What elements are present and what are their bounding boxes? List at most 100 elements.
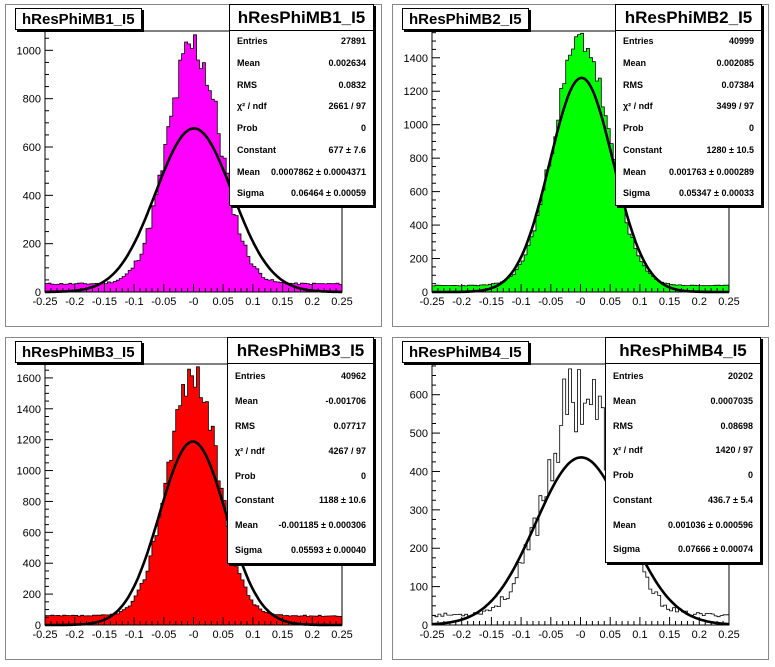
- stats-value: 0: [747, 470, 753, 480]
- x-tick-label: 0.2: [305, 296, 320, 308]
- histogram-title: hResPhiMB4_I5: [402, 341, 529, 363]
- stats-value: 0.08698: [720, 420, 753, 431]
- stats-row: Sigma 0.07666 ± 0.00074: [606, 537, 760, 562]
- x-tick-label: -0.25: [419, 629, 444, 641]
- stats-label: Prob: [235, 470, 256, 481]
- x-tick-label: 0.25: [331, 296, 352, 308]
- stats-value: 1188 ± 10.6: [319, 495, 366, 506]
- gaussian-fit-line: [45, 440, 342, 627]
- y-tick-label: 1000: [404, 120, 428, 132]
- stats-value: 0.0007035: [710, 395, 753, 406]
- stats-rows: Entries 40962 Mean -0.001706 RMS 0.07717 χ² / …: [228, 364, 373, 563]
- stats-row: χ² / ndf 4267 / 97: [228, 439, 373, 464]
- stats-value: 3499 / 97: [716, 101, 754, 112]
- stats-value: 0: [360, 123, 366, 133]
- stats-label: Constant: [237, 144, 276, 155]
- y-tick-label: 0: [35, 287, 41, 299]
- stats-label: Constant: [623, 144, 662, 155]
- stats-row: χ² / ndf 3499 / 97: [616, 96, 761, 118]
- stats-label: Prob: [623, 123, 644, 133]
- stats-value: 0.05593 ± 0.00040: [290, 545, 366, 556]
- y-tick-label: 500: [410, 428, 428, 440]
- stats-box: hResPhiMB1_I5 Entries 27891 Mean 0.002634 RM…: [229, 4, 374, 206]
- y-tick-label: 400: [410, 220, 428, 232]
- stats-row: Constant 436.7 ± 5.4: [606, 488, 760, 513]
- histogram-title: hResPhiMB2_I5: [402, 8, 529, 30]
- stats-rows: Entries 20202 Mean 0.0007035 RMS 0.08698 χ² / …: [606, 364, 760, 562]
- stats-label: χ² / ndf: [613, 445, 643, 456]
- stats-title: hResPhiMB1_I5: [230, 5, 373, 31]
- y-tick-label: 800: [23, 94, 41, 106]
- x-tick-label: -0.1: [125, 296, 144, 308]
- stats-value: 0.05347 ± 0.00033: [678, 188, 754, 199]
- stats-label: Mean: [235, 520, 259, 531]
- histogram-bars: [44, 34, 343, 293]
- stats-label: χ² / ndf: [235, 445, 265, 456]
- x-tick-label: -0.05: [538, 629, 563, 641]
- stats-row: Entries 40962: [228, 364, 373, 389]
- x-tick-label: -0.15: [479, 629, 504, 641]
- x-tick-label: -0: [576, 629, 586, 641]
- stats-label: Constant: [613, 494, 652, 505]
- x-tick-label: -0.2: [452, 296, 471, 308]
- stats-value: 0.001763 ± 0.000289: [668, 166, 754, 177]
- x-tick-label: -0.2: [65, 296, 84, 308]
- stats-value: 40962: [340, 371, 366, 381]
- y-tick-label: 400: [23, 190, 41, 202]
- stats-row: Sigma 0.05347 ± 0.00033: [616, 183, 761, 205]
- histogram-bars: [431, 32, 730, 293]
- stats-value: 0.07717: [333, 420, 366, 431]
- stats-value: 677 ± 7.6: [328, 144, 366, 155]
- y-tick-label: 1400: [404, 53, 428, 65]
- stats-title: hResPhiMB2_I5: [616, 5, 761, 31]
- stats-row: Prob 0: [606, 463, 760, 488]
- stats-label: Mean: [623, 166, 647, 177]
- y-tick-label: 1000: [17, 466, 41, 478]
- stats-label: Sigma: [623, 188, 651, 199]
- stats-row: Constant 1280 ± 10.5: [616, 140, 761, 162]
- stats-value: -0.001706: [325, 395, 366, 406]
- y-tick-label: 600: [23, 527, 41, 539]
- stats-box: hResPhiMB4_I5 Entries 20202 Mean 0.0007035 R…: [605, 337, 761, 563]
- x-tick-label: -0.15: [92, 296, 117, 308]
- stats-label: Entries: [613, 371, 644, 381]
- stats-row: Entries 40999: [616, 31, 761, 53]
- x-tick-label: 0.15: [659, 296, 680, 308]
- x-tick-label: 0.2: [692, 629, 707, 641]
- x-tick-label: -0.05: [151, 296, 176, 308]
- stats-row: Mean -0.001706: [228, 389, 373, 414]
- stats-label: Mean: [237, 57, 261, 68]
- stats-label: Mean: [237, 166, 261, 177]
- x-tick-label: 0.2: [305, 629, 320, 641]
- stats-label: Entries: [235, 371, 266, 381]
- x-tick-label: 0.1: [632, 296, 647, 308]
- pad-3: -0.25 -0.2 -0.15 -0.1 -0.05 -0 0.05 0.1 0.15 0.2 0…: [5, 337, 382, 660]
- stats-row: χ² / ndf 1420 / 97: [606, 438, 760, 463]
- x-tick-label: -0.05: [538, 296, 563, 308]
- stats-label: Entries: [623, 36, 654, 46]
- x-tick-label: 0.05: [599, 296, 620, 308]
- histogram-title: hResPhiMB3_I5: [15, 341, 142, 363]
- stats-label: Prob: [613, 470, 634, 480]
- x-tick-label: -0.2: [452, 629, 471, 641]
- stats-value: 0.0007862 ± 0.0004371: [270, 166, 366, 177]
- stats-label: Mean: [623, 57, 647, 68]
- y-tick-label: 600: [410, 390, 428, 402]
- stats-value: 0: [360, 470, 366, 481]
- stats-value: -0.001185 ± 0.000306: [278, 520, 366, 531]
- x-tick-label: 0.25: [718, 629, 739, 641]
- x-tick-label: -0: [576, 296, 586, 308]
- x-tick-label: -0: [189, 629, 199, 641]
- gaussian-fit-line: [432, 76, 729, 294]
- stats-row: RMS 0.07384: [616, 75, 761, 97]
- y-tick-label: 100: [410, 582, 428, 594]
- x-tick-label: -0.1: [125, 629, 144, 641]
- y-tick-label: 0: [422, 620, 428, 632]
- stats-value: 0.002634: [328, 57, 366, 68]
- stats-value: 0.07384: [721, 79, 754, 90]
- stats-value: 0.002085: [716, 57, 754, 68]
- x-tick-label: 0.1: [632, 629, 647, 641]
- stats-value: 1420 / 97: [715, 445, 753, 456]
- x-tick-label: 0.2: [692, 296, 707, 308]
- y-tick-label: 1600: [17, 373, 41, 385]
